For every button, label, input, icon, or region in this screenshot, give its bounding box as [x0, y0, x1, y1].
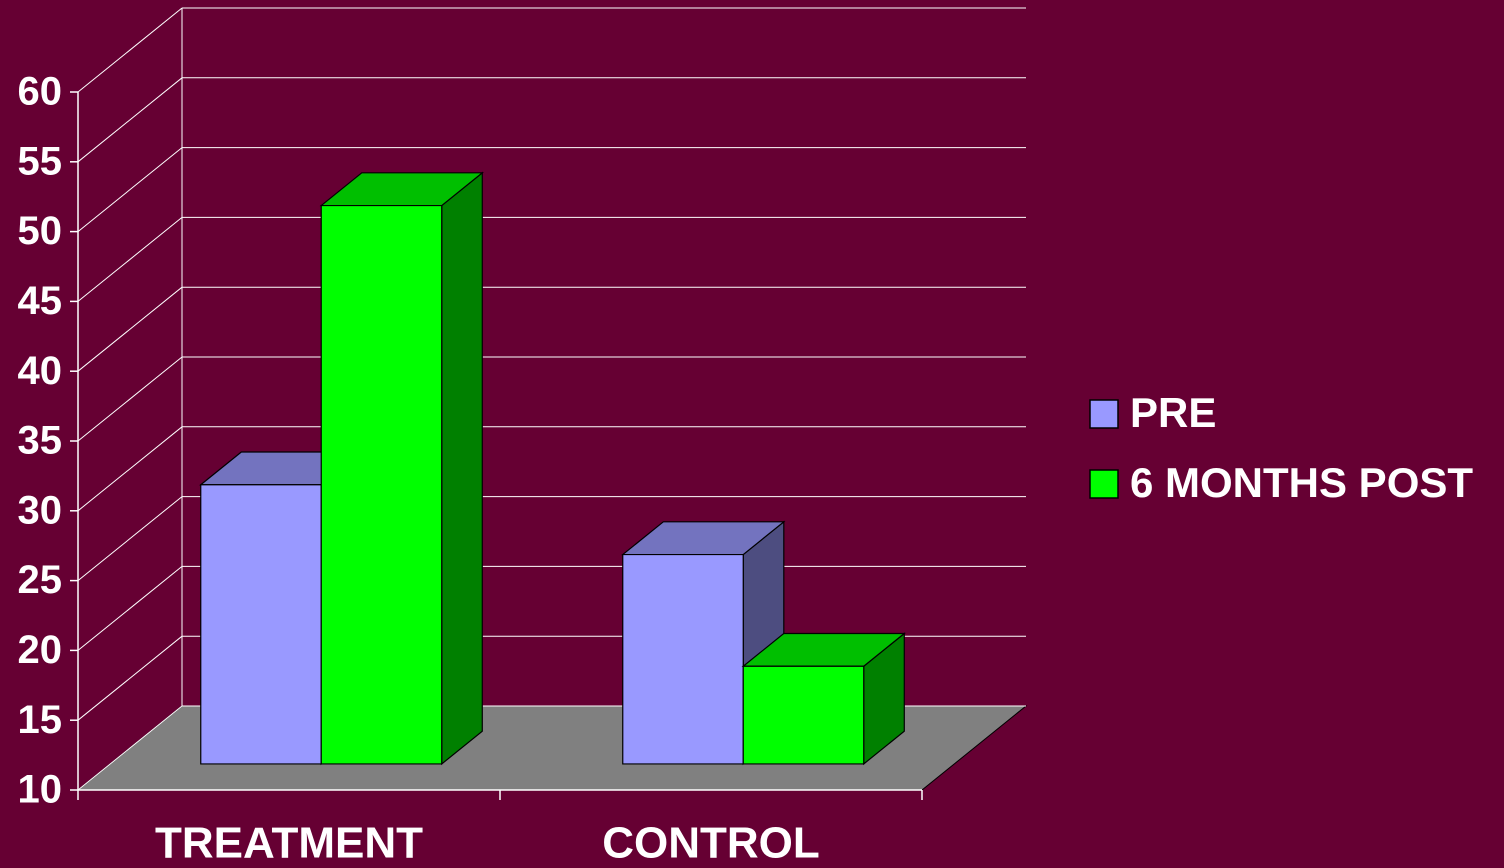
y-tick-label: 40: [18, 349, 63, 393]
legend-label: PRE: [1130, 389, 1216, 436]
wall-diagonal: [77, 7, 183, 93]
y-tick-label: 35: [18, 419, 63, 463]
x-tick-label: CONTROL: [602, 819, 820, 868]
y-tick-label: 20: [18, 628, 63, 672]
wall-diagonal: [77, 566, 183, 651]
y-tick-label: 60: [18, 70, 63, 114]
y-tick-label: 30: [18, 488, 63, 532]
wall-diagonal: [77, 286, 183, 372]
y-tick-label: 50: [18, 209, 63, 253]
wall-diagonal: [77, 635, 183, 721]
wall-diagonal: [77, 496, 183, 581]
bar: [320, 204, 443, 765]
y-tick-label: 45: [18, 279, 63, 323]
wall-diagonal: [77, 356, 183, 442]
bar: [622, 553, 744, 765]
y-tick-label: 15: [18, 698, 63, 742]
bar-side: [441, 171, 483, 766]
legend-swatch: [1089, 469, 1119, 499]
wall-diagonal: [77, 147, 183, 232]
y-tick-label: 10: [18, 768, 63, 812]
wall-diagonal: [77, 426, 183, 512]
wall-diagonal: [77, 705, 183, 791]
x-tick-label: TREATMENT: [155, 819, 423, 868]
y-tick-label: 25: [18, 558, 63, 602]
bar: [200, 484, 322, 765]
legend-label: 6 MONTHS POST: [1130, 459, 1473, 506]
wall-diagonal: [77, 217, 183, 302]
wall-diagonal: [77, 77, 183, 163]
legend-swatch: [1089, 399, 1119, 429]
bar: [742, 665, 865, 765]
y-tick-label: 55: [18, 139, 63, 183]
